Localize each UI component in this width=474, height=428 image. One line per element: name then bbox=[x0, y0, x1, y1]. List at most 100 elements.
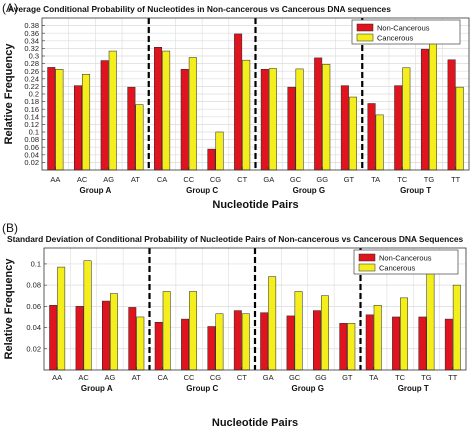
x-tick-label: CC bbox=[183, 175, 194, 184]
x-tick-label: TT bbox=[451, 175, 461, 184]
legend-swatch bbox=[356, 23, 374, 32]
plot-frame bbox=[43, 247, 467, 371]
legend-swatch bbox=[358, 263, 376, 272]
bar-cancerous bbox=[57, 266, 66, 371]
bar-non-cancerous bbox=[260, 69, 269, 171]
bar-cancerous bbox=[82, 73, 91, 171]
bar-cancerous bbox=[162, 291, 171, 371]
bar-cancerous bbox=[268, 68, 277, 171]
y-tick-label: 0.08 bbox=[24, 135, 39, 144]
bar-cancerous bbox=[429, 30, 437, 171]
bar-cancerous bbox=[188, 57, 197, 171]
bar-cancerous bbox=[348, 96, 357, 171]
y-tick-label: 0.16 bbox=[24, 105, 39, 114]
legend-label: Cancerous bbox=[379, 264, 416, 273]
bar-non-cancerous bbox=[392, 316, 401, 371]
bar-non-cancerous bbox=[180, 69, 189, 171]
x-tick-label: TG bbox=[421, 373, 432, 382]
bar-non-cancerous bbox=[314, 57, 323, 171]
bar-cancerous bbox=[347, 323, 356, 371]
group-label: Group T bbox=[400, 186, 431, 195]
bar-cancerous bbox=[426, 268, 435, 371]
x-tick-label: GC bbox=[290, 175, 302, 184]
bar-non-cancerous bbox=[74, 85, 82, 171]
x-tick-label: AC bbox=[78, 373, 89, 382]
bar-cancerous bbox=[452, 284, 461, 371]
bar-non-cancerous bbox=[286, 315, 295, 371]
y-tick-label: 0.14 bbox=[24, 112, 39, 121]
bar-cancerous bbox=[109, 293, 118, 371]
bar-non-cancerous bbox=[260, 312, 269, 371]
panel-label: (A) bbox=[2, 1, 18, 15]
bar-non-cancerous bbox=[102, 300, 110, 371]
legend-label: Cancerous bbox=[377, 34, 414, 43]
x-tick-label: CG bbox=[210, 175, 221, 184]
legend-swatch bbox=[356, 33, 374, 42]
x-tick-label: AA bbox=[52, 373, 62, 382]
bar-cancerous bbox=[83, 260, 92, 371]
x-tick-label: AG bbox=[105, 373, 116, 382]
y-tick-label: 0.18 bbox=[24, 97, 39, 106]
y-tick-label: 0.06 bbox=[26, 302, 41, 311]
x-tick-label: AT bbox=[132, 373, 141, 382]
bar-non-cancerous bbox=[418, 316, 427, 371]
x-tick-label: AT bbox=[131, 175, 140, 184]
y-tick-label: 0.04 bbox=[26, 323, 41, 332]
group-label: Group A bbox=[80, 186, 112, 195]
bar-cancerous bbox=[162, 50, 171, 171]
chart-title: Standard Deviation of Conditional Probab… bbox=[7, 234, 464, 244]
x-tick-label: AC bbox=[77, 175, 88, 184]
bar-cancerous bbox=[455, 86, 464, 171]
y-tick-label: 0.26 bbox=[24, 67, 39, 76]
chart-title: Average Conditional Probability of Nucle… bbox=[8, 4, 391, 14]
x-axis-label: Nucleotide Pairs bbox=[212, 199, 298, 211]
x-tick-label: TC bbox=[397, 175, 408, 184]
x-tick-label: TA bbox=[369, 373, 378, 382]
x-tick-label: AG bbox=[103, 175, 114, 184]
bar-cancerous bbox=[242, 59, 251, 171]
bar-non-cancerous bbox=[207, 148, 216, 171]
bar-cancerous bbox=[375, 114, 384, 171]
x-tick-label: AA bbox=[50, 175, 60, 184]
bar-cancerous bbox=[402, 67, 411, 171]
bar-non-cancerous bbox=[447, 59, 456, 171]
y-tick-label: 0.32 bbox=[24, 44, 39, 53]
bar-cancerous bbox=[108, 50, 117, 171]
legend-swatch bbox=[358, 253, 376, 262]
x-tick-label: CT bbox=[237, 373, 247, 382]
bar-non-cancerous bbox=[234, 33, 243, 171]
y-tick-label: 0.08 bbox=[26, 281, 41, 290]
group-label: Group C bbox=[186, 186, 218, 195]
bar-non-cancerous bbox=[154, 322, 163, 371]
y-tick-label: 0.04 bbox=[24, 150, 39, 159]
y-tick-label: 0.12 bbox=[24, 120, 39, 129]
panel-label: (B) bbox=[2, 221, 18, 235]
x-tick-label: TC bbox=[395, 373, 406, 382]
bar-non-cancerous bbox=[394, 85, 403, 171]
x-axis-label: Nucleotide Pairs bbox=[212, 417, 298, 428]
bar-non-cancerous bbox=[75, 306, 84, 371]
bar-non-cancerous bbox=[127, 86, 136, 171]
bar-cancerous bbox=[135, 104, 144, 171]
group-label: Group C bbox=[186, 384, 218, 393]
bar-cancerous bbox=[373, 305, 382, 371]
bar-cancerous bbox=[189, 291, 197, 371]
bar-cancerous bbox=[215, 313, 224, 371]
group-label: Group T bbox=[398, 384, 429, 393]
bar-non-cancerous bbox=[365, 314, 374, 371]
plot-frame bbox=[41, 17, 470, 171]
x-tick-label: TT bbox=[448, 373, 458, 382]
x-tick-label: GT bbox=[344, 175, 355, 184]
x-tick-label: GG bbox=[315, 373, 327, 382]
y-axis-label: Relative Frequency bbox=[3, 43, 15, 145]
bar-non-cancerous bbox=[207, 326, 216, 371]
bar-non-cancerous bbox=[47, 67, 56, 171]
bar-non-cancerous bbox=[100, 60, 109, 171]
bar-non-cancerous bbox=[444, 318, 453, 371]
group-label: Group G bbox=[293, 186, 325, 195]
group-label: Group G bbox=[292, 384, 324, 393]
x-tick-label: CC bbox=[184, 373, 195, 382]
x-tick-label: TG bbox=[424, 175, 435, 184]
bar-cancerous bbox=[322, 64, 331, 171]
y-tick-label: 0.02 bbox=[26, 344, 41, 353]
